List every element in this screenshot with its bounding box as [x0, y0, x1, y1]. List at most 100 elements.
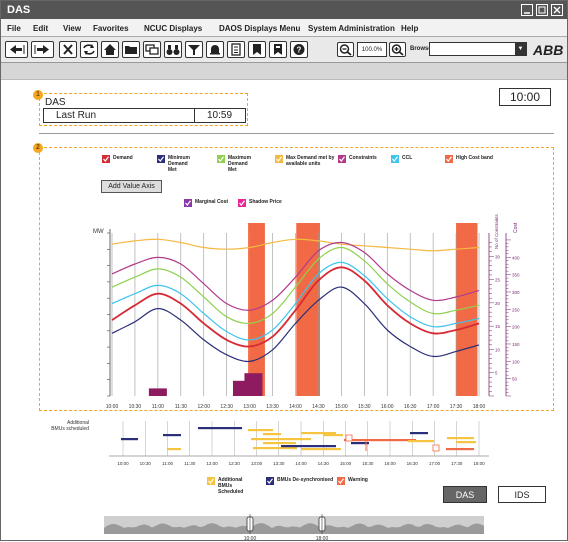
close-window-icon[interactable] — [551, 4, 563, 16]
timeline-bar — [408, 440, 434, 443]
bell-icon[interactable] — [206, 41, 224, 58]
checkbox-checked-icon[interactable] — [207, 477, 215, 485]
menu-help[interactable]: Help — [401, 24, 419, 33]
timeline-tick-label: 15:30 — [362, 461, 374, 466]
checkbox-checked-icon[interactable] — [184, 199, 192, 207]
checkbox-checked-icon[interactable] — [102, 155, 110, 163]
checkbox-checked-icon[interactable] — [157, 155, 165, 163]
timeline-bar — [251, 438, 311, 441]
x-tick-label: 14:00 — [289, 404, 302, 410]
timeline-bar — [167, 448, 181, 451]
home-icon[interactable] — [101, 41, 119, 58]
timeline-tick-label: 17:00 — [429, 461, 441, 466]
checkbox-checked-icon[interactable] — [445, 155, 453, 163]
browse-label: Browse — [410, 46, 432, 52]
constraint-tick-label: 15 — [495, 324, 501, 329]
checkbox-checked-icon[interactable] — [337, 477, 345, 485]
timeline-tick-label: 15:00 — [340, 461, 352, 466]
timeline-bar — [253, 447, 297, 450]
bookmark-icon[interactable] — [248, 41, 266, 58]
checkbox-checked-icon[interactable] — [217, 155, 225, 163]
timeline-tick-label: 14:00 — [295, 461, 307, 466]
folder-icon[interactable] — [122, 41, 140, 58]
legend-label: Warning — [348, 477, 368, 483]
cost-tick-label: 300 — [512, 290, 520, 295]
constraint-tick-label: 30 — [495, 254, 501, 259]
add-value-axis-button[interactable]: Add Value Axis — [101, 180, 162, 193]
timeline-tick-label: 12:00 — [206, 461, 218, 466]
x-tick-label: 10:30 — [129, 404, 142, 410]
timeline-tick-label: 13:00 — [251, 461, 263, 466]
das-panel — [39, 93, 248, 126]
bookmark2-icon[interactable] — [269, 41, 287, 58]
zoom-out-icon[interactable] — [337, 42, 354, 57]
help-icon[interactable]: ? — [290, 41, 308, 58]
ids-button[interactable]: IDS — [498, 486, 546, 503]
right-axis-label-constraints: No of Constraints — [494, 213, 499, 249]
menu-ncuc-displays[interactable]: NCUC Displays — [144, 24, 203, 33]
scrubber-handle-end[interactable] — [318, 514, 326, 534]
chevron-down-icon[interactable]: ▼ — [515, 43, 526, 55]
abb-logo: ABB — [533, 42, 564, 58]
x-tick-label: 10:00 — [106, 404, 119, 410]
divider — [39, 133, 554, 134]
overview-scrubber[interactable]: 10:00 18:00 — [104, 514, 484, 542]
scrubber-handle-start[interactable] — [246, 514, 254, 534]
constraint-tick-label: 25 — [495, 278, 501, 283]
overview-waveform — [104, 523, 484, 534]
timeline-bar — [301, 432, 336, 435]
constraint-bar — [244, 373, 263, 396]
menu-view[interactable]: View — [63, 24, 82, 33]
x-tick-label: 17:30 — [450, 404, 463, 410]
legend-label: Additional BMUs Scheduled — [218, 477, 244, 495]
timeline-bar — [447, 437, 474, 440]
menu-favorites[interactable]: Favorites — [93, 24, 129, 33]
maximize-icon[interactable] — [536, 4, 548, 16]
timeline-tick-label: 10:00 — [117, 461, 129, 466]
x-tick-label: 12:30 — [220, 404, 233, 410]
forward-icon[interactable] — [31, 41, 54, 58]
timeline-bar — [263, 442, 296, 445]
refresh-icon[interactable] — [80, 41, 98, 58]
x-tick-label: 12:00 — [197, 404, 210, 410]
timeline-bar — [351, 442, 369, 445]
warning-icon — [432, 444, 440, 452]
menu-edit[interactable]: Edit — [33, 24, 49, 33]
das-panel-title: DAS — [45, 97, 66, 108]
browse-dropdown[interactable]: ▼ — [429, 42, 527, 56]
toolbar: ? 100.0% Browse ▼ ABB — [1, 37, 567, 63]
windows-icon[interactable] — [143, 41, 161, 58]
overview-start-label: 10:00 — [244, 536, 257, 542]
clock-display: 10:00 — [499, 88, 551, 106]
menu-system-administration[interactable]: System Administration — [308, 24, 395, 33]
zoom-in-icon[interactable] — [389, 42, 406, 57]
title-bar: DAS — [1, 1, 567, 19]
checkbox-checked-icon[interactable] — [238, 199, 246, 207]
minimize-icon[interactable] — [521, 4, 533, 16]
checkbox-checked-icon[interactable] — [266, 477, 274, 485]
x-tick-label: 11:00 — [152, 404, 164, 410]
menu-daos-displays[interactable]: DAOS Displays Menu — [219, 24, 301, 33]
y-axis-label: MW — [93, 229, 104, 235]
menu-file[interactable]: File — [7, 24, 21, 33]
back-icon[interactable] — [5, 41, 28, 58]
close-icon[interactable] — [59, 41, 77, 58]
checkbox-checked-icon[interactable] — [275, 155, 283, 163]
checkbox-checked-icon[interactable] — [338, 155, 346, 163]
menu-bar: File Edit View Favorites NCUC Displays D… — [1, 19, 567, 37]
cost-tick-label: 250 — [512, 307, 520, 312]
legend-label: BMUs De-synchronised — [277, 477, 334, 483]
zoom-value: 100.0% — [357, 42, 387, 57]
divider — [194, 109, 195, 122]
timeline-label-line-2: BMUs scheduled — [51, 426, 89, 432]
document-icon[interactable] — [227, 41, 245, 58]
x-tick-label: 15:00 — [335, 404, 348, 410]
last-run-value: 10:59 — [207, 110, 233, 121]
binoculars-icon[interactable] — [164, 41, 182, 58]
timeline-tick-label: 10:30 — [140, 461, 152, 466]
das-button[interactable]: DAS — [443, 486, 487, 503]
filter-icon[interactable] — [185, 41, 203, 58]
checkbox-checked-icon[interactable] — [391, 155, 399, 163]
